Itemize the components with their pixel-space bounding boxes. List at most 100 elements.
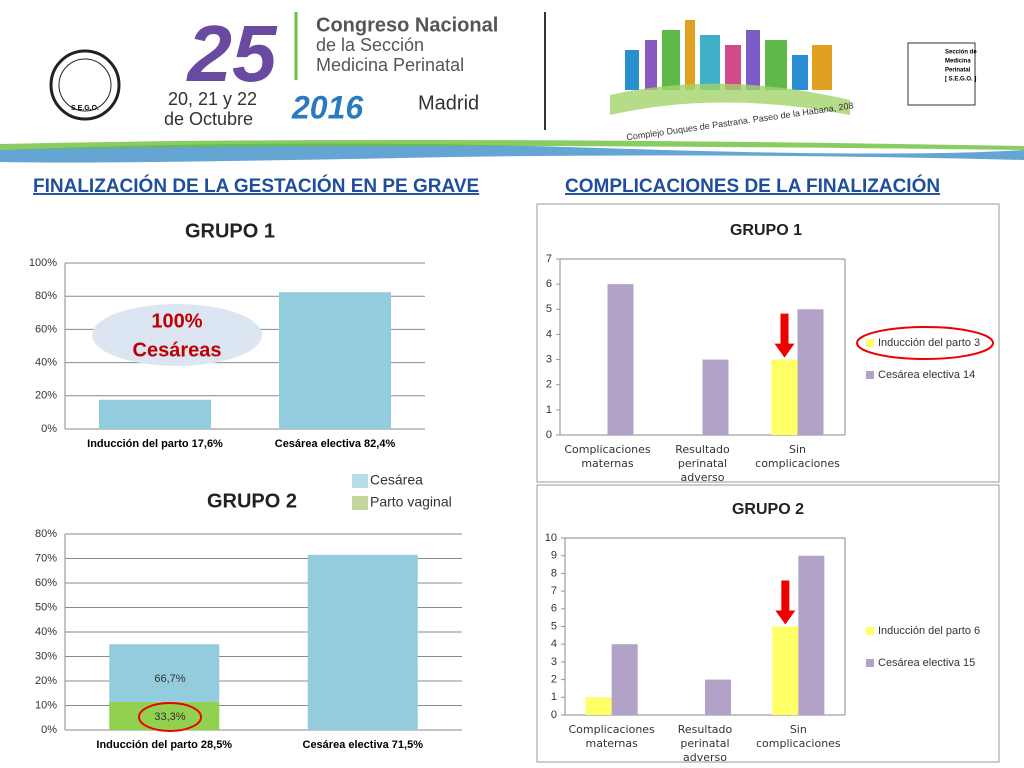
- y-tick-label: 6: [551, 603, 557, 615]
- bar: [611, 644, 638, 715]
- x-tick-label: Complicaciones maternas: [564, 443, 651, 470]
- x-tick-label: Sin complicaciones: [755, 443, 840, 470]
- left-logo-ring: [58, 58, 112, 112]
- y-tick-label: 5: [551, 620, 557, 632]
- congress-line: Medicina Perinatal: [316, 55, 464, 75]
- bar: [798, 555, 825, 715]
- dates: 20, 21 y 22: [168, 89, 257, 109]
- x-tick-label-box: Resultado perinatal adverso: [675, 443, 730, 483]
- bar: [99, 399, 211, 429]
- x-tick-label: Inducción del parto 28,5%: [96, 739, 233, 751]
- left-logo-text: S.E.G.O.: [71, 105, 99, 112]
- highlight-circle: [856, 326, 994, 360]
- y-tick-label: 3: [551, 656, 557, 668]
- y-tick-label: 7: [551, 585, 557, 597]
- legend-swatch: [866, 659, 874, 667]
- x-tick-label: Inducción del parto 17,6%: [87, 438, 223, 450]
- y-tick-label: 0%: [41, 724, 57, 736]
- y-tick-label: 7: [546, 253, 552, 265]
- right-logo-text: [ S.E.G.O. ]: [945, 77, 976, 83]
- x-tick-label: Cesárea electiva 71,5%: [302, 739, 423, 751]
- y-tick-label: 80%: [35, 290, 57, 302]
- x-tick-label-box: Resultado perinatal adverso: [677, 723, 733, 763]
- y-tick-label: 1: [546, 404, 552, 416]
- y-tick-label: 2: [551, 674, 557, 686]
- right-logo-text: Perinatal: [945, 68, 971, 74]
- x-tick-label: Cesárea electiva 82,4%: [274, 438, 396, 450]
- y-tick-label: 3: [546, 353, 552, 365]
- city: Madrid: [418, 92, 479, 114]
- left-logo: [49, 49, 121, 121]
- x-tick-label: Sin complicaciones: [755, 723, 841, 750]
- y-tick-label: 0: [551, 709, 557, 721]
- highlight-circle: [138, 702, 202, 732]
- legend-label: Inducción del parto 3: [878, 337, 980, 349]
- right-logo-text: Sección de: [945, 50, 977, 56]
- congress-line: Congreso Nacional: [316, 14, 498, 36]
- section-title: COMPLICACIONES DE LA FINALIZACIÓN: [565, 175, 940, 197]
- chart-title: GRUPO 2: [732, 501, 804, 518]
- bar-segment: [307, 554, 418, 730]
- legend-label: Cesárea electiva 14: [878, 369, 975, 381]
- y-tick-label: 10%: [35, 699, 57, 711]
- x-tick-label-box: Sin complicaciones: [755, 723, 841, 750]
- y-tick-label: 4: [551, 638, 557, 650]
- section-title: FINALIZACIÓN DE LA GESTACIÓN EN PE GRAVE: [33, 175, 479, 197]
- y-tick-label: 30%: [35, 650, 57, 662]
- edition-number: 25: [186, 9, 278, 98]
- brush-band: [0, 143, 1024, 163]
- bar: [705, 679, 731, 715]
- y-tick-label: 60%: [35, 577, 57, 589]
- x-tick-label: Resultado perinatal adverso: [675, 443, 730, 483]
- x-tick-label-box: Complicaciones maternas: [568, 723, 654, 750]
- legend-swatch: [866, 627, 874, 635]
- bar: [607, 284, 634, 435]
- bar: [771, 359, 798, 435]
- venue: Complejo Duques de Pastrana. Paseo de la…: [626, 100, 854, 142]
- y-tick-label: 60%: [35, 323, 57, 335]
- brush-band: [0, 139, 1024, 150]
- y-tick-label: 2: [546, 379, 552, 391]
- y-tick-label: 20%: [35, 675, 57, 687]
- chart-frame: [536, 484, 1000, 763]
- bar: [279, 292, 391, 429]
- legend-swatch: [352, 474, 368, 488]
- y-tick-label: 9: [551, 550, 557, 562]
- annotation: 66,7%: [154, 673, 185, 685]
- bar-segment: [109, 644, 220, 702]
- annotation: Cesáreas: [133, 339, 222, 361]
- x-tick-label-box: Sin complicaciones: [755, 443, 840, 470]
- chart-frame: [536, 203, 1000, 483]
- bar: [797, 309, 824, 435]
- arrow: [775, 580, 796, 625]
- y-tick-label: 0%: [41, 423, 57, 435]
- header: S.E.G.O. 25 Congreso Nacional de la Secc…: [0, 9, 1024, 163]
- y-tick-label: 8: [551, 567, 557, 579]
- x-tick-label-box: Inducción del parto 28,5%: [96, 739, 233, 751]
- y-tick-label: 20%: [35, 390, 57, 402]
- legend-label: Cesárea electiva 15: [878, 657, 975, 669]
- x-tick-label: Resultado perinatal adverso: [677, 723, 733, 763]
- x-tick-label-box: Complicaciones maternas: [564, 443, 651, 470]
- bar: [585, 697, 612, 715]
- x-tick-label-box: Cesárea electiva 71,5%: [302, 739, 423, 751]
- legend-swatch: [866, 339, 874, 347]
- chart-title: GRUPO 1: [185, 220, 275, 242]
- legend-label: Cesárea: [370, 472, 423, 488]
- annotation: 33,3%: [154, 711, 185, 723]
- skyline: [610, 20, 850, 115]
- y-tick-label: 80%: [35, 528, 57, 540]
- x-tick-label-box: Inducción del parto 17,6%: [87, 438, 223, 450]
- right-logo-text: Medicina: [945, 59, 971, 65]
- y-tick-label: 6: [546, 278, 552, 290]
- annotation: 100%: [151, 310, 202, 332]
- congress-line: de la Sección: [316, 35, 424, 55]
- arrow: [774, 313, 795, 358]
- y-tick-label: 40%: [35, 357, 57, 369]
- y-tick-label: 40%: [35, 626, 57, 638]
- chart-title: GRUPO 2: [207, 490, 297, 512]
- y-tick-label: 0: [546, 429, 552, 441]
- x-tick-label-box: Cesárea electiva 82,4%: [274, 438, 396, 450]
- y-tick-label: 70%: [35, 552, 57, 564]
